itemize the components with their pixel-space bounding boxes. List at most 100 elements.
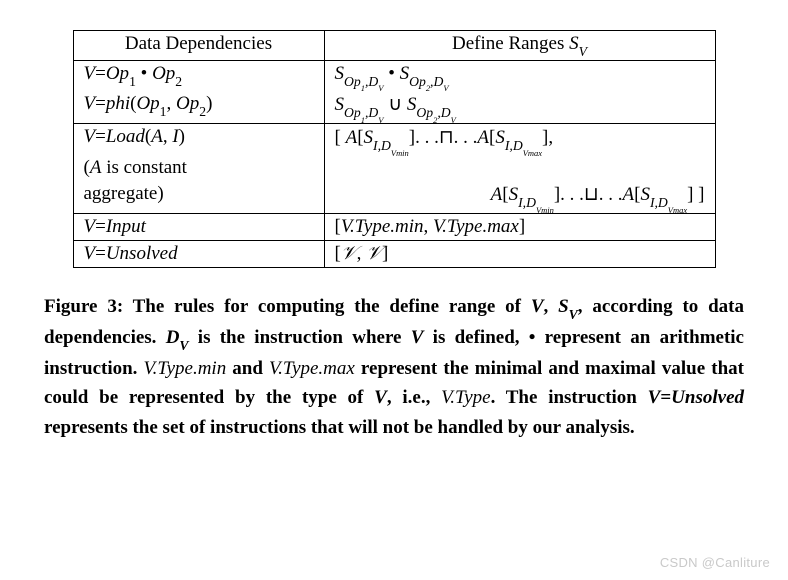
sym-paren: ) <box>179 126 185 147</box>
sym-sub: I,D <box>650 195 668 210</box>
sym-op: Op <box>136 93 159 114</box>
sym-eq: = <box>95 243 106 264</box>
sym-sub: Op <box>344 105 361 120</box>
sym-op: Op <box>106 63 129 84</box>
sym-load: Load <box>106 126 145 147</box>
sym-vtype: V.Type <box>441 387 490 408</box>
sym-op: Op <box>152 63 175 84</box>
sym-sub: ,D <box>365 74 378 89</box>
sym-max: max <box>528 148 542 158</box>
sym-V: V <box>84 126 96 147</box>
caption-fig-label: Figure 3: <box>44 296 123 317</box>
sym-comma: , <box>163 126 173 147</box>
cell-dep-load-note1: (A is constant <box>73 155 324 181</box>
sym-S: S <box>400 63 410 84</box>
sym-vtypemax: V.Type.max <box>269 358 355 379</box>
sym-comma: , <box>167 93 177 114</box>
sym-eq: = <box>95 63 106 84</box>
caption-text: , i.e., <box>387 387 441 408</box>
sym-V: V <box>84 216 96 237</box>
cell-dep-phi: V=phi(Op1, Op2) <box>73 91 324 123</box>
sym-sub: Op <box>344 74 361 89</box>
sym-S: S <box>495 127 505 148</box>
sym-V: V <box>648 387 661 408</box>
cell-range-op: SOp1,DV • SOp2,DV <box>324 60 715 91</box>
cell-range-phi: SOp1,DV ∪ SOp2,DV <box>324 91 715 123</box>
cell-dep-load: V=Load(A, I) <box>73 123 324 155</box>
sym-subsub: 2 <box>426 83 430 93</box>
sym-sub: I,D <box>373 138 391 153</box>
table-row: V=phi(Op1, Op2) SOp1,DV ∪ SOp2,DV <box>73 91 715 123</box>
sym-bracket: ] <box>519 216 525 237</box>
sym-bracket: ], <box>542 127 553 148</box>
sym-calV: 𝒱 <box>341 243 357 264</box>
sym-join: . . .⊔. . . <box>560 184 622 205</box>
cell-dep-load-note2: aggregate) <box>73 181 324 213</box>
sym-eq: = <box>95 216 106 237</box>
sym-A: A <box>90 157 102 178</box>
sym-comma: , <box>357 243 367 264</box>
header-col2-sub: V <box>579 44 587 59</box>
sym-vtypemin: V.Type.min <box>341 216 424 237</box>
sym-V: V <box>411 327 424 348</box>
sym-S: S <box>335 63 345 84</box>
sym-subsub: 2 <box>433 115 437 125</box>
sym-sub: I,D <box>505 138 523 153</box>
sym-unsolved: Unsolved <box>671 387 744 408</box>
sym-unsolved: Unsolved <box>106 243 178 264</box>
sym-sub: 1 <box>129 74 136 89</box>
sym-bracket: ] <box>382 243 388 264</box>
sym-A: A <box>623 184 635 205</box>
header-col2: Define Ranges SV <box>324 31 715 61</box>
cell-dep-unsolved: V=Unsolved <box>73 240 324 267</box>
define-ranges-table: Data Dependencies Define Ranges SV V=Op1… <box>73 30 716 268</box>
text-note: is constant <box>101 157 187 178</box>
figure-caption: Figure 3: The rules for computing the de… <box>44 292 744 442</box>
cell-range-load-line1: [ A[SI,DVmin]. . .⊓. . .A[SI,DVmax], <box>324 123 715 155</box>
sym-bracket: ] ] <box>687 184 704 205</box>
header-col2-prefix: Define Ranges <box>452 33 569 54</box>
sym-sub: V <box>179 338 188 353</box>
sym-A: A <box>346 127 358 148</box>
cell-range-input: [V.Type.min, V.Type.max] <box>324 213 715 240</box>
sym-A: A <box>491 184 503 205</box>
sym-D: D <box>166 327 180 348</box>
sym-sub: Op <box>409 74 426 89</box>
sym-S: S <box>364 127 374 148</box>
table-row: aggregate) A[SI,DVmin]. . .⊔. . .A[SI,DV… <box>73 181 715 213</box>
sym-sub: ,D <box>430 74 443 89</box>
sym-sub: I,D <box>518 195 536 210</box>
sym-eq: = <box>95 126 106 147</box>
sym-sub: 1 <box>160 104 167 119</box>
sym-min: min <box>541 205 554 215</box>
sym-A: A <box>151 126 163 147</box>
sym-bracket: [ <box>335 127 346 148</box>
sym-eq: = <box>660 387 671 408</box>
sym-sub: Op <box>416 105 433 120</box>
sym-bullet: • <box>383 63 399 84</box>
sym-A: A <box>477 127 489 148</box>
sym-paren: ) <box>206 93 212 114</box>
sym-S: S <box>335 94 345 115</box>
text-note: aggregate) <box>84 183 164 204</box>
sym-subsub: V <box>378 115 383 125</box>
caption-text: . The instruction <box>491 387 648 408</box>
sym-subsub: V <box>378 83 383 93</box>
caption-text: is the instruction where <box>189 327 411 348</box>
table-row: V=Input [V.Type.min, V.Type.max] <box>73 213 715 240</box>
sym-comma: , <box>578 296 593 317</box>
cell-range-unsolved: [𝒱, 𝒱] <box>324 240 715 267</box>
sym-phi: phi <box>106 93 130 114</box>
sym-bullet: • <box>136 63 152 84</box>
sym-sub: V <box>569 307 578 322</box>
sym-calV: 𝒱 <box>366 243 382 264</box>
sym-vtypemax: V.Type.max <box>433 216 519 237</box>
sym-subsub: V <box>451 115 456 125</box>
sym-V: V <box>84 63 96 84</box>
sym-V: V <box>374 387 387 408</box>
sym-S: S <box>558 296 569 317</box>
sym-min: min <box>396 148 409 158</box>
table-header-row: Data Dependencies Define Ranges SV <box>73 31 715 61</box>
table-row: V=Op1 • Op2 SOp1,DV • SOp2,DV <box>73 60 715 91</box>
sym-op: Op <box>176 93 199 114</box>
